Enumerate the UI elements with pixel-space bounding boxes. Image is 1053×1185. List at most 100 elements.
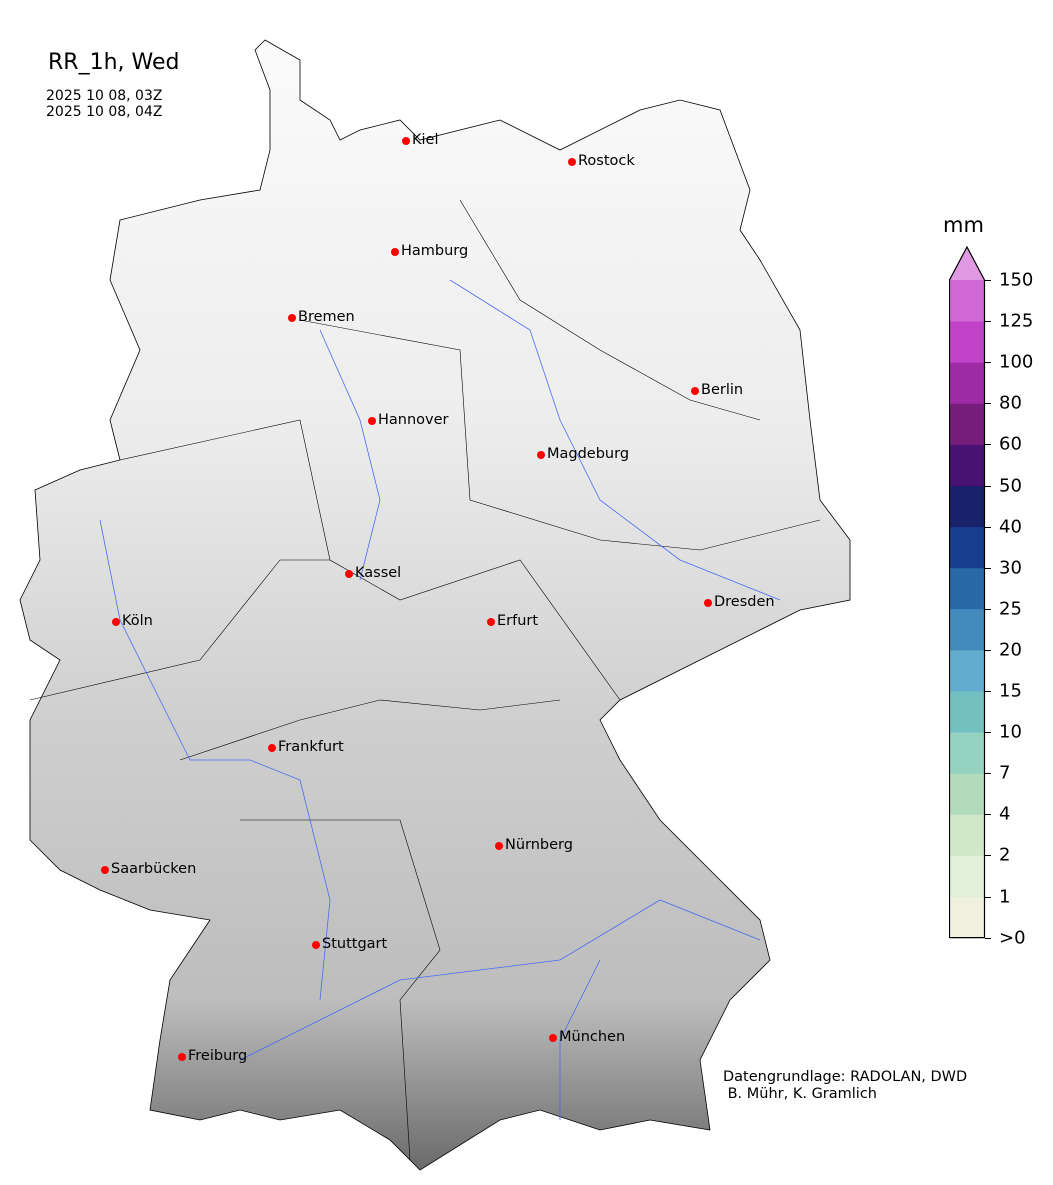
- city-dot-icon: [112, 618, 120, 626]
- germany-outline: [19, 39, 851, 1171]
- city-dot-icon: [178, 1053, 186, 1061]
- colorbar-tick-label: 1: [999, 886, 1011, 907]
- colorbar-tick-label: 10: [999, 721, 1022, 743]
- city-dot-icon: [691, 387, 699, 395]
- city-dot-icon: [391, 248, 399, 256]
- time-range: 2025 10 08, 03Z 2025 10 08, 04Z: [46, 88, 162, 120]
- colorbar-tick-label: 2: [999, 844, 1011, 866]
- colorbar-tick-mark: [985, 526, 991, 528]
- colorbar-segment: [949, 773, 985, 815]
- city-dot-icon: [568, 158, 576, 166]
- colorbar-tick-mark: [985, 814, 991, 816]
- city-dot-icon: [704, 599, 712, 607]
- credits-source: Datengrundlage: RADOLAN, DWD: [723, 1069, 968, 1085]
- colorbar-segment: [949, 526, 985, 569]
- city-dot-icon: [101, 866, 109, 874]
- colorbar-segment: [949, 485, 985, 528]
- colorbar-tick-label: 4: [999, 803, 1011, 825]
- colorbar-tick-mark: [985, 608, 991, 610]
- city-label: Nürnberg: [505, 837, 573, 853]
- state-borders: [29, 199, 821, 1161]
- colorbar-segment: [949, 855, 985, 897]
- colorbar-tick-label: 150: [999, 269, 1034, 291]
- credits: Datengrundlage: RADOLAN, DWD B. Mühr, K.…: [723, 1069, 967, 1103]
- colorbar-tick-label: 25: [999, 598, 1022, 620]
- colorbar-segment: [949, 321, 985, 363]
- colorbar-tick-label: 60: [999, 433, 1022, 455]
- colorbar-segment: [949, 362, 985, 404]
- colorbar-segment: [949, 444, 985, 486]
- colorbar-extend-arrow: [949, 247, 985, 280]
- colorbar-tick-mark: [985, 937, 991, 939]
- colorbar-tick-label: 20: [999, 639, 1022, 661]
- colorbar-tick-label: 40: [999, 516, 1022, 538]
- colorbar-segment: [949, 403, 985, 445]
- colorbar-segment: [949, 280, 985, 322]
- colorbar-tick-mark: [985, 444, 991, 446]
- city-dot-icon: [312, 941, 320, 949]
- colorbar-tick-mark: [985, 321, 991, 323]
- city-label: Frankfurt: [278, 739, 344, 755]
- start-time: 2025 10 08, 03Z: [46, 88, 163, 104]
- colorbar-segment: [949, 691, 985, 733]
- city-dot-icon: [402, 137, 410, 145]
- city-label: Rostock: [578, 153, 635, 169]
- colorbar-tick-mark: [985, 691, 991, 692]
- city-dot-icon: [268, 744, 276, 752]
- city-dot-icon: [537, 451, 545, 459]
- city-label: Köln: [122, 613, 153, 629]
- colorbar-tick-label: >0: [999, 927, 1026, 949]
- colorbar-tick-label: 15: [999, 680, 1022, 702]
- city-label: Bremen: [298, 309, 355, 325]
- city-label: Hamburg: [401, 243, 469, 259]
- colorbar-tick-mark: [985, 855, 991, 857]
- city-dot-icon: [487, 618, 495, 626]
- colorbar-outline: [949, 246, 986, 939]
- city-label: Erfurt: [497, 613, 539, 629]
- colorbar-tick-mark: [985, 773, 991, 775]
- rivers: [99, 279, 781, 1120]
- colorbar-tick-mark: [985, 362, 991, 364]
- city-dot-icon: [288, 314, 296, 322]
- city-label: Hannover: [378, 412, 449, 428]
- colorbar-tick-label: 80: [999, 392, 1022, 414]
- colorbar-segment: [949, 649, 985, 692]
- colorbar-tick-mark: [985, 485, 991, 487]
- colorbar-unit: mm: [943, 213, 984, 237]
- colorbar-tick-label: 50: [999, 475, 1022, 496]
- colorbar-segment: [949, 732, 985, 774]
- city-label: Magdeburg: [547, 446, 630, 462]
- colorbar-tick-mark: [985, 403, 991, 405]
- city-dot-icon: [549, 1034, 557, 1042]
- end-time: 2025 10 08, 04Z: [46, 104, 163, 120]
- city-label: Berlin: [701, 382, 744, 398]
- colorbar-segment: [949, 608, 985, 651]
- colorbar-tick-label: 30: [999, 557, 1022, 579]
- city-dot-icon: [345, 570, 353, 578]
- colorbar-tick-label: 7: [999, 762, 1011, 784]
- credits-authors: B. Mühr, K. Gramlich: [723, 1086, 877, 1102]
- city-label: Stuttgart: [322, 936, 388, 952]
- colorbar-segment: [949, 567, 985, 610]
- city-label: Kiel: [412, 132, 439, 148]
- map-title: RR_1h, Wed: [48, 50, 180, 75]
- colorbar-segment: [949, 814, 985, 856]
- city-label: Saarbücken: [111, 861, 197, 877]
- colorbar-tick-mark: [985, 649, 991, 651]
- city-label: Freiburg: [188, 1048, 248, 1064]
- city-label: Dresden: [714, 594, 775, 610]
- colorbar-tick-mark: [985, 732, 991, 734]
- city-label: Kassel: [355, 565, 402, 581]
- colorbar-tick-label: 100: [999, 351, 1034, 373]
- colorbar-tick-mark: [985, 896, 991, 898]
- city-dot-icon: [495, 842, 503, 850]
- city-dot-icon: [368, 417, 376, 425]
- colorbar-segment: [949, 896, 985, 939]
- colorbar: [949, 246, 986, 939]
- colorbar-tick-mark: [985, 280, 991, 281]
- colorbar-tick-label: 125: [999, 310, 1034, 332]
- city-label: München: [559, 1029, 626, 1045]
- colorbar-tick-mark: [985, 567, 991, 569]
